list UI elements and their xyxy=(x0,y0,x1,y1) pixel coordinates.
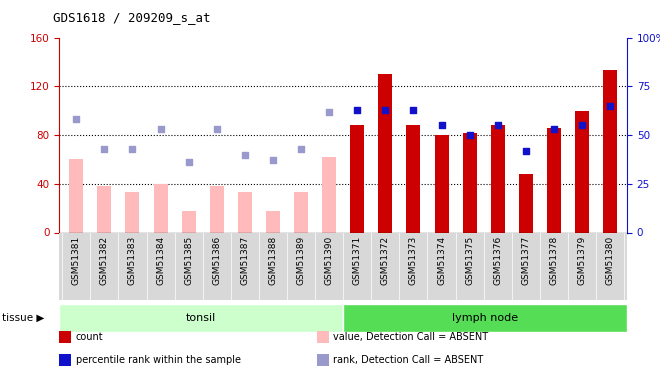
Bar xyxy=(575,111,589,232)
Bar xyxy=(182,211,195,232)
Text: GSM51376: GSM51376 xyxy=(493,236,502,285)
Point xyxy=(127,146,138,152)
Text: GSM51388: GSM51388 xyxy=(269,236,277,285)
Point xyxy=(352,106,362,112)
Point xyxy=(380,106,391,112)
Text: tissue ▶: tissue ▶ xyxy=(2,313,44,323)
Bar xyxy=(343,304,627,332)
Point xyxy=(296,146,306,152)
Bar xyxy=(59,304,343,332)
Point xyxy=(492,122,503,128)
Bar xyxy=(322,157,336,232)
Text: GSM51374: GSM51374 xyxy=(437,236,446,285)
Bar xyxy=(210,186,224,232)
Bar xyxy=(69,159,83,232)
Text: count: count xyxy=(76,332,104,342)
Text: GSM51389: GSM51389 xyxy=(296,236,306,285)
Text: GSM51385: GSM51385 xyxy=(184,236,193,285)
Text: GSM51380: GSM51380 xyxy=(606,236,614,285)
Text: GSM51381: GSM51381 xyxy=(72,236,81,285)
Text: GSM51384: GSM51384 xyxy=(156,236,165,285)
Text: GSM51379: GSM51379 xyxy=(578,236,587,285)
Text: GSM51383: GSM51383 xyxy=(128,236,137,285)
Bar xyxy=(97,186,112,232)
Bar xyxy=(154,184,168,232)
Text: percentile rank within the sample: percentile rank within the sample xyxy=(76,355,241,364)
Bar xyxy=(434,135,449,232)
Text: GSM51377: GSM51377 xyxy=(521,236,531,285)
Bar xyxy=(350,125,364,232)
Text: GSM51371: GSM51371 xyxy=(352,236,362,285)
Bar xyxy=(59,232,627,300)
Text: lymph node: lymph node xyxy=(452,313,518,323)
Bar xyxy=(378,74,393,232)
Text: GSM51373: GSM51373 xyxy=(409,236,418,285)
Point xyxy=(99,146,110,152)
Point xyxy=(408,106,418,112)
Bar xyxy=(463,133,477,232)
Point xyxy=(521,148,531,154)
Point xyxy=(465,132,475,138)
Text: value, Detection Call = ABSENT: value, Detection Call = ABSENT xyxy=(333,332,488,342)
Point xyxy=(324,109,335,115)
Point xyxy=(240,152,250,157)
Text: GSM51375: GSM51375 xyxy=(465,236,474,285)
Text: GSM51378: GSM51378 xyxy=(549,236,558,285)
Text: GSM51390: GSM51390 xyxy=(325,236,334,285)
Bar xyxy=(238,192,252,232)
Point xyxy=(211,126,222,132)
Text: GSM51372: GSM51372 xyxy=(381,236,390,285)
Text: GSM51386: GSM51386 xyxy=(213,236,221,285)
Bar xyxy=(547,128,561,232)
Bar xyxy=(407,125,420,232)
Bar xyxy=(603,70,617,232)
Point xyxy=(268,158,279,164)
Bar xyxy=(125,192,139,232)
Bar xyxy=(294,192,308,232)
Text: GSM51387: GSM51387 xyxy=(240,236,249,285)
Bar xyxy=(266,211,280,232)
Point xyxy=(577,122,587,128)
Text: GSM51382: GSM51382 xyxy=(100,236,109,285)
Point xyxy=(436,122,447,128)
Text: rank, Detection Call = ABSENT: rank, Detection Call = ABSENT xyxy=(333,355,484,364)
Text: GDS1618 / 209209_s_at: GDS1618 / 209209_s_at xyxy=(53,11,211,24)
Point xyxy=(183,159,194,165)
Point xyxy=(71,116,82,122)
Bar xyxy=(519,174,533,232)
Text: tonsil: tonsil xyxy=(186,313,216,323)
Point xyxy=(155,126,166,132)
Bar xyxy=(491,125,505,232)
Point xyxy=(548,126,559,132)
Point xyxy=(605,103,615,109)
